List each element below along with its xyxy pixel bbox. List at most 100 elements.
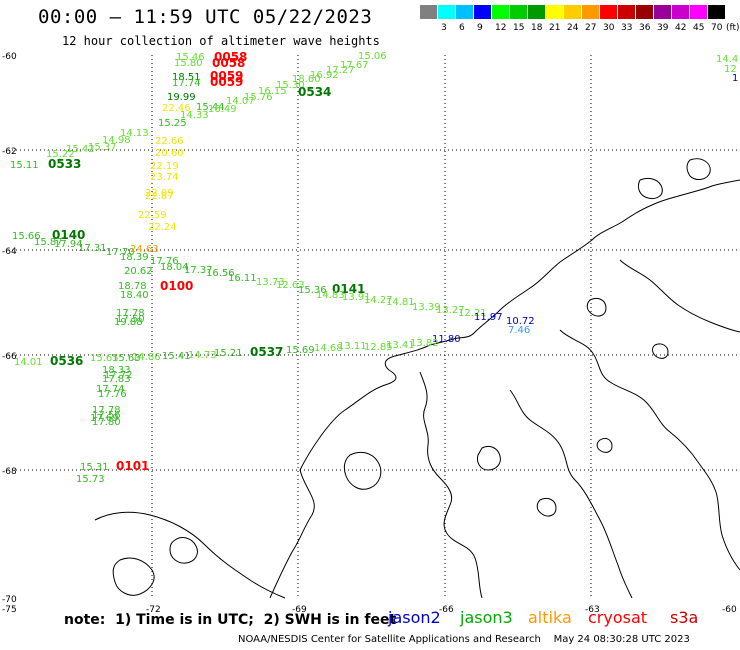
wave-height-label: 14.73	[188, 350, 217, 361]
legend-swatch	[456, 5, 473, 19]
wave-height-label: 16.49	[208, 104, 237, 115]
wave-height-label: 11.80	[432, 334, 461, 345]
wave-height-label: 15.87	[34, 237, 63, 248]
wave-height-label: 13.11	[338, 341, 367, 352]
wave-height-label: 15.65	[90, 353, 119, 364]
wave-height-label: 20.60	[155, 148, 184, 159]
wave-height-label: 15.30	[276, 80, 305, 91]
longitude-label: -72	[146, 605, 161, 615]
pass-time-label: 0533	[48, 157, 81, 171]
latitude-label: -68	[2, 467, 17, 477]
wave-height-label: 17.83	[102, 374, 131, 385]
pass-time-label: 0140	[52, 228, 85, 242]
pass-time-label: 0059	[210, 75, 243, 89]
wave-height-label: 17.69	[90, 413, 119, 424]
wave-height-label: 11.97	[474, 312, 503, 323]
legend-swatch	[690, 5, 707, 19]
graticule	[8, 55, 740, 598]
pass-time-label: 0536	[50, 354, 83, 368]
wave-height-label: 15.69	[286, 345, 315, 356]
longitude-label: -75	[2, 605, 17, 615]
wave-height-label: 14.68	[314, 343, 343, 354]
legend-label: 27	[585, 23, 597, 33]
wave-height-label: 1	[732, 73, 738, 84]
coastline	[94, 158, 740, 599]
wave-height-label: 14.4	[716, 54, 738, 65]
legend-label: 3	[441, 23, 447, 33]
legend-swatch	[438, 5, 455, 19]
wave-height-label: 15.06	[358, 51, 387, 62]
satellite-jason2: jason2	[388, 608, 441, 627]
wave-height-label: 17.67	[340, 60, 369, 71]
wave-height-label: 17.78	[92, 405, 121, 416]
pass-time-label: 0537	[250, 345, 283, 359]
map-subtitle: 12 hour collection of altimeter wave hei…	[62, 34, 380, 48]
wave-height-label: 18.78	[118, 281, 147, 292]
wave-height-label: 15.76	[244, 92, 273, 103]
legend-swatch	[582, 5, 599, 19]
legend-swatch	[654, 5, 671, 19]
wave-height-label: 14.01	[14, 357, 43, 368]
wave-height-label: 14.07	[226, 96, 255, 107]
wave-height-label: 13.27	[436, 305, 465, 316]
pass-time-label: 0058	[214, 50, 247, 64]
map-title: 00:00 – 11:59 UTC 05/22/2023	[38, 6, 373, 28]
wave-height-label: 18.33	[102, 365, 131, 376]
legend-label: 33	[621, 23, 633, 33]
legend-label: 30	[603, 23, 615, 33]
wave-height-label: 22.66	[155, 136, 184, 147]
wave-height-label: 14.86	[132, 352, 161, 363]
wave-height-label: 17.76	[150, 256, 179, 267]
wave-height-label: 14.83	[316, 290, 345, 301]
pass-time-label: 0534	[298, 85, 331, 99]
wave-height-label: 17.37	[184, 265, 213, 276]
longitude-label: -60	[722, 605, 737, 615]
wave-height-label: 23.74	[150, 172, 179, 183]
wave-height-label: 17.76	[98, 389, 127, 400]
legend-swatch	[708, 5, 725, 19]
wave-height-label: 19.99	[167, 92, 196, 103]
wave-height-label: 15.80	[174, 58, 203, 69]
wave-height-label: 19.88	[114, 317, 143, 328]
legend-swatch	[636, 5, 653, 19]
wave-height-label: 17.70	[106, 247, 135, 258]
legend-swatch	[564, 5, 581, 19]
wave-height-label: 15.25	[158, 118, 187, 129]
legend-swatch	[600, 5, 617, 19]
wave-height-label: 18.04	[160, 262, 189, 273]
wave-height-label: 16.15	[258, 86, 287, 97]
satellite-cryosat: cryosat	[588, 608, 648, 627]
legend-swatch	[510, 5, 527, 19]
wave-height-label: 13.82	[410, 338, 439, 349]
satellite-altika: altika	[528, 608, 572, 627]
wave-height-label: 15.73	[76, 474, 105, 485]
wave-height-label: 15.21	[214, 348, 243, 359]
wave-height-label: 15.31	[80, 462, 109, 473]
legend-label: 12	[495, 23, 507, 33]
wave-height-label: 17.56	[92, 410, 121, 421]
wave-height-label: 17.94	[54, 239, 83, 250]
legend-unit: (ft)	[726, 23, 740, 33]
wave-height-label: 17.80	[92, 417, 121, 428]
wave-height-label: 12	[724, 64, 737, 75]
wave-height-label: 17.74	[96, 384, 125, 395]
wave-height-label: 14.27	[364, 295, 393, 306]
axis-tick-labels: -60 -62 -64 -66 -68 -70-75 -72 -69 -66 -63 -60	[2, 52, 737, 615]
wave-height-label: 16.11	[228, 273, 257, 284]
wave-height-label: 13.73	[256, 277, 285, 288]
wave-height-label: 20.62	[124, 266, 153, 277]
legend-label: 6	[459, 23, 465, 33]
wave-height-label: 7.46	[508, 325, 530, 336]
wave-height-label: 15.42	[66, 144, 95, 155]
footnote: note: 1) Time is in UTC; 2) SWH is in fe…	[64, 612, 397, 628]
wave-height-label: 24.63	[130, 244, 159, 255]
legend-swatch	[528, 5, 545, 19]
pass-time-label: 0058	[212, 56, 245, 70]
legend-label: 21	[549, 23, 561, 33]
legend-label: 9	[477, 23, 483, 33]
pass-time-label: 0141	[332, 282, 365, 296]
wave-height-label: 15.46	[176, 52, 205, 63]
wave-height-label: 17.74	[172, 78, 201, 89]
